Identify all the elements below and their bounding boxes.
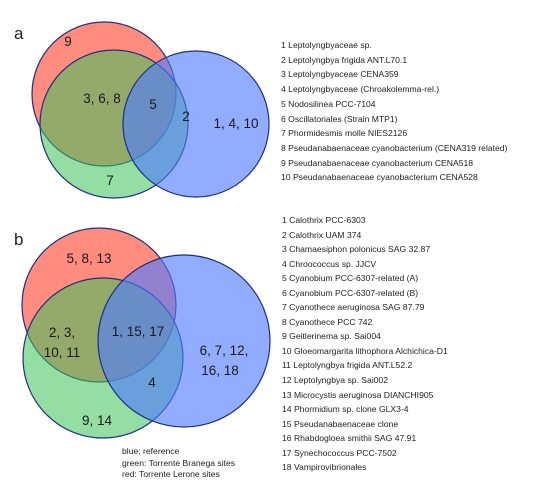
legend-item: 10 Pseudanabaenaceae cyanobacterium CENA… <box>281 172 478 183</box>
color-key: blue: reference green: Torrente Branega … <box>122 446 235 481</box>
legend-item: 16 Rhabdogloea smithii SAG 47.91 <box>282 433 417 444</box>
panel-b-label: b <box>14 230 24 249</box>
legend-item: 8 Cyanothece PCC 742 <box>282 316 373 327</box>
legend-item: 8 Pseudanabaenaceae cyanobacterium (CENA… <box>281 142 508 153</box>
legend-item: 18 Vampirovibrionales <box>282 462 367 473</box>
venn-b-region-green-only: 9, 14 <box>82 413 113 428</box>
legend-item: 12 Leptolyngbya sp. Sai002 <box>282 375 389 386</box>
venn-b: 5, 8, 13 2, 3, 10, 11 1, 15, 17 4 6, 7, … <box>21 227 271 439</box>
legend-item: 1 Leptolyngbyaceae sp. <box>281 40 372 50</box>
legend-item: 14 Phormidium sp. clone GLX3-4 <box>282 404 409 415</box>
venn-a-region-all-three: 5 <box>149 97 157 112</box>
legend-item: 6 Oscillatoriales (Strain MTP1) <box>281 113 398 124</box>
venn-b-region-all-three: 1, 15, 17 <box>112 324 165 339</box>
legend-item: 7 Phormidesmis molle NIES2126 <box>281 128 408 139</box>
legend-item: 2 Leptolyngbya frigida ANT.L70.1 <box>281 54 408 65</box>
legend-item: 11 Leptolyngbya frigida ANT.L52.2 <box>282 360 413 371</box>
legend-item: 3 Leptolyngbyaceae CENA359 <box>281 69 399 80</box>
legend-item: 13 Microcystis aeruginosa DIANCHI905 <box>282 389 434 400</box>
legend-item: 4 Leptolyngbyaceae (Chroakolemma-rel.) <box>281 84 440 95</box>
venn-b-blue-circle <box>97 254 271 428</box>
legend-item: 9 Geitlerinema sp. Sai004 <box>282 331 381 342</box>
legend-item: 9 Pseudanabaenaceae cyanobacterium CENA5… <box>281 157 474 168</box>
legend-item: 5 Nodosilinea PCC-7104 <box>281 98 376 109</box>
venn-b-region-blue-only-2: 16, 18 <box>201 363 239 378</box>
legend-item: 5 Cyanobium PCC-6307-related (A) <box>282 273 419 284</box>
venn-a-region-green-only: 7 <box>106 173 114 188</box>
venn-b-region-red-green-1: 2, 3, <box>49 325 75 340</box>
legend-item: 6 Cyanobium PCC-6307-related (B) <box>282 287 419 298</box>
color-key-red: red: Torrente Lerone sites <box>122 469 220 479</box>
legend-item: 7 Cyanothece aeruginosa SAG 87.79 <box>282 302 425 313</box>
venn-a-region-blue-near: 2 <box>182 109 190 124</box>
venn-a-region-red-only: 9 <box>64 34 72 49</box>
legend-item: 4 Chroococcus sp. JJCV <box>282 258 377 269</box>
venn-a-region-red-green: 3, 6, 8 <box>83 91 121 106</box>
color-key-blue: blue: reference <box>122 446 180 456</box>
venn-b-region-blue-only-1: 6, 7, 12, <box>200 343 249 358</box>
color-key-green: green: Torrente Branega sites <box>122 457 236 468</box>
legend-item: 2 Calothrix UAM 374 <box>282 229 362 240</box>
venn-b-region-red-green-2: 10, 11 <box>44 345 81 360</box>
venn-b-region-green-blue: 4 <box>148 375 156 390</box>
legend-item: 15 Pseudanabaenaceae clone <box>282 418 399 429</box>
venn-a-blue-circle <box>122 50 270 198</box>
legend-item: 17 Synechococcus PCC-7502 <box>282 447 397 458</box>
legend-item: 1 Calothrix PCC-6303 <box>282 215 366 225</box>
legend-item: 10 Gloeomargarita lithophora Alchichica-… <box>282 345 448 356</box>
venn-a: 9 3, 6, 8 5 2 1, 4, 10 7 <box>31 21 270 199</box>
legend-b: 1 Calothrix PCC-6303 2 Calothrix UAM 374 3… <box>282 213 448 475</box>
panel-a-label: a <box>14 24 24 43</box>
legend-a: 1 Leptolyngbyaceae sp. 2 Leptolyngbya fri… <box>281 38 507 185</box>
venn-b-region-red-only: 5, 8, 13 <box>66 251 111 266</box>
venn-a-region-blue-only: 1, 4, 10 <box>213 116 258 131</box>
legend-item: 3 Chamaesiphon polonicus SAG 32.87 <box>282 244 431 255</box>
